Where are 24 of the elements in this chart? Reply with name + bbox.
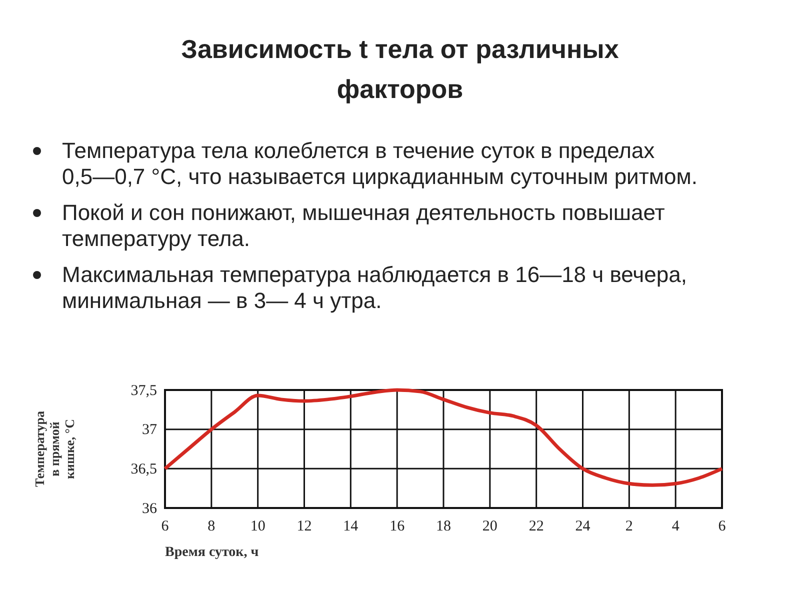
x-tick-label: 24 [575,518,591,535]
x-tick-label: 2 [625,518,633,535]
y-tick-label: 36,5 [130,461,157,478]
y-tick-label: 37 [142,422,158,438]
x-tick-label: 10 [250,518,266,535]
x-tick-label: 6 [718,518,726,535]
x-tick-label: 12 [296,518,312,535]
text: Температура тела колеблется в течение суток в пределах 0,5—0,7 °С, что называется циркадианным суточным ритмом. [62,138,698,189]
x-tick-label: 14 [343,518,359,535]
text: Максимальная температура наблюдается в 16—18 ч вечера, минимальная — в 3— 4 ч утра. [62,262,687,313]
x-tick-label: 16 [390,518,406,535]
text: Покой и сон понижают, мышечная деятельность повышает температуру тела. [62,200,665,251]
x-tick-label: 18 [436,518,451,535]
y-axis-title: Температура в прямой кишке, °C [32,410,77,487]
y-tick-label: 36 [142,500,158,517]
x-tick-label: 4 [672,518,680,535]
x-tick-label: 6 [161,518,170,535]
x-axis-title: Время суток, ч [165,545,259,560]
x-tick-label: 22 [528,518,544,535]
y-tick-label: 37,5 [130,382,157,399]
line-series [163,388,724,487]
x-tick-label: 8 [208,518,216,535]
x-tick-label: 20 [482,518,498,535]
chart-title: Зависимость t тела от различных факторов [181,34,620,104]
